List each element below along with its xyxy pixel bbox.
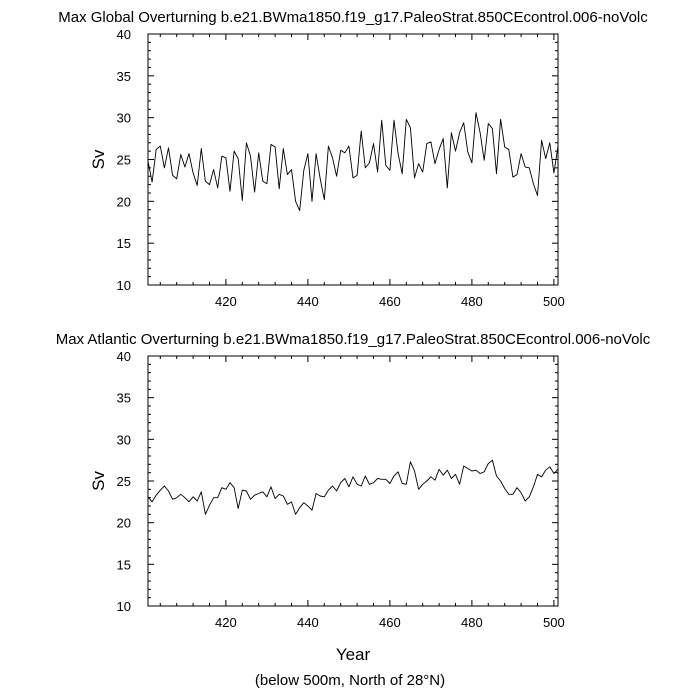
y-tick-label: 15 — [117, 236, 131, 251]
plot-frame — [147, 33, 559, 286]
y-tick-label: 30 — [117, 111, 131, 126]
chart-title: Max Global Overturning b.e21.BWma1850.f1… — [58, 9, 648, 26]
x-tick-label: 500 — [543, 294, 565, 309]
y-tick-label: 20 — [117, 194, 131, 209]
y-tick-label: 15 — [117, 557, 131, 572]
x-tick-label: 420 — [215, 294, 237, 309]
y-tick-label: 30 — [117, 432, 131, 447]
plot-frame — [147, 355, 559, 607]
x-tick-label: 420 — [215, 615, 237, 630]
y-axis-label: Sv — [89, 149, 108, 169]
y-tick-label: 40 — [117, 27, 131, 42]
x-axis-label: Year — [336, 645, 371, 664]
y-tick-label: 40 — [117, 349, 131, 364]
series-line — [147, 112, 559, 211]
y-tick-label: 25 — [117, 474, 131, 489]
x-tick-label: 500 — [543, 615, 565, 630]
y-tick-label: 35 — [117, 69, 131, 84]
chart-atlantic-overturning: Max Atlantic Overturning b.e21.BWma1850.… — [56, 331, 651, 664]
series-line — [147, 459, 559, 515]
y-tick-label: 20 — [117, 516, 131, 531]
y-tick-label: 25 — [117, 153, 131, 168]
y-axis-label: Sv — [89, 471, 108, 491]
x-tick-label: 480 — [461, 615, 483, 630]
x-tick-label: 440 — [297, 294, 319, 309]
y-tick-label: 10 — [117, 278, 131, 293]
footnote: (below 500m, North of 28°N) — [255, 672, 445, 689]
chart-global-overturning: Max Global Overturning b.e21.BWma1850.f1… — [58, 9, 648, 309]
chart-title: Max Atlantic Overturning b.e21.BWma1850.… — [56, 331, 651, 348]
x-tick-label: 480 — [461, 294, 483, 309]
x-tick-label: 440 — [297, 615, 319, 630]
y-tick-label: 35 — [117, 391, 131, 406]
x-tick-label: 460 — [379, 615, 401, 630]
y-tick-label: 10 — [117, 599, 131, 614]
x-tick-label: 460 — [379, 294, 401, 309]
